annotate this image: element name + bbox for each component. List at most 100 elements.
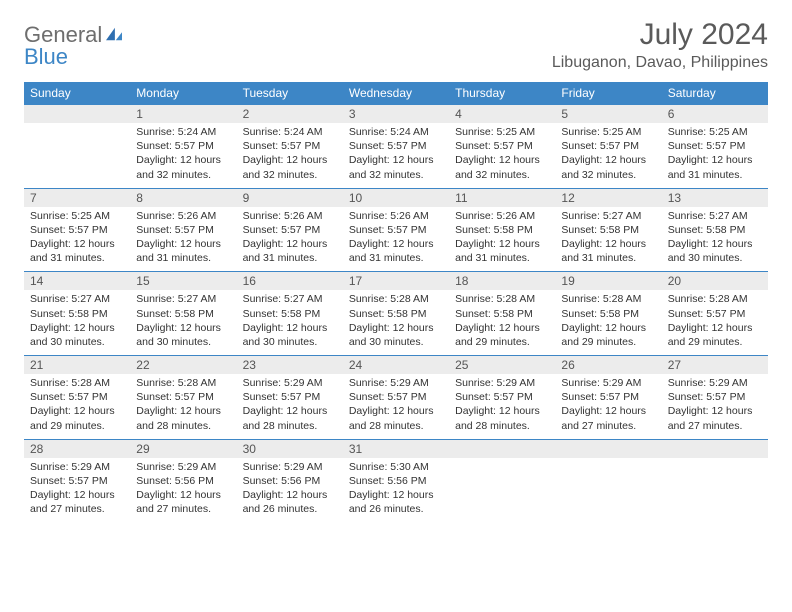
calendar-week-row: 7Sunrise: 5:25 AMSunset: 5:57 PMDaylight… xyxy=(24,188,768,272)
dow-saturday: Saturday xyxy=(662,82,768,105)
day-data: Sunrise: 5:26 AMSunset: 5:57 PMDaylight:… xyxy=(343,207,449,272)
sunset-line: Sunset: 5:58 PM xyxy=(30,307,124,321)
day-data: Sunrise: 5:29 AMSunset: 5:57 PMDaylight:… xyxy=(24,458,130,523)
sunset-line: Sunset: 5:58 PM xyxy=(243,307,337,321)
daylight-line: Daylight: 12 hours and 27 minutes. xyxy=(136,488,230,516)
sunset-line: Sunset: 5:57 PM xyxy=(349,390,443,404)
calendar-day-cell: 20Sunrise: 5:28 AMSunset: 5:57 PMDayligh… xyxy=(662,272,768,356)
day-data: Sunrise: 5:25 AMSunset: 5:57 PMDaylight:… xyxy=(449,123,555,188)
daylight-line: Daylight: 12 hours and 29 minutes. xyxy=(561,321,655,349)
sunrise-line: Sunrise: 5:29 AM xyxy=(349,376,443,390)
day-number: 5 xyxy=(555,105,661,123)
calendar-week-row: 28Sunrise: 5:29 AMSunset: 5:57 PMDayligh… xyxy=(24,439,768,522)
sunrise-line: Sunrise: 5:25 AM xyxy=(30,209,124,223)
daylight-line: Daylight: 12 hours and 29 minutes. xyxy=(455,321,549,349)
brand-logo: GeneralBlue xyxy=(24,24,124,68)
sunrise-line: Sunrise: 5:24 AM xyxy=(136,125,230,139)
sunset-line: Sunset: 5:57 PM xyxy=(30,390,124,404)
day-data: Sunrise: 5:29 AMSunset: 5:56 PMDaylight:… xyxy=(237,458,343,523)
daylight-line: Daylight: 12 hours and 28 minutes. xyxy=(136,404,230,432)
day-data: Sunrise: 5:25 AMSunset: 5:57 PMDaylight:… xyxy=(555,123,661,188)
day-number: 18 xyxy=(449,272,555,290)
calendar-day-cell: 25Sunrise: 5:29 AMSunset: 5:57 PMDayligh… xyxy=(449,356,555,440)
day-data: Sunrise: 5:29 AMSunset: 5:57 PMDaylight:… xyxy=(662,374,768,439)
daylight-line: Daylight: 12 hours and 31 minutes. xyxy=(349,237,443,265)
sunset-line: Sunset: 5:57 PM xyxy=(136,390,230,404)
day-data: Sunrise: 5:28 AMSunset: 5:57 PMDaylight:… xyxy=(662,290,768,355)
day-number: 7 xyxy=(24,189,130,207)
day-data: Sunrise: 5:25 AMSunset: 5:57 PMDaylight:… xyxy=(24,207,130,272)
day-number: 29 xyxy=(130,440,236,458)
calendar-day-cell: 15Sunrise: 5:27 AMSunset: 5:58 PMDayligh… xyxy=(130,272,236,356)
daylight-line: Daylight: 12 hours and 31 minutes. xyxy=(668,153,762,181)
day-data: Sunrise: 5:27 AMSunset: 5:58 PMDaylight:… xyxy=(24,290,130,355)
sunrise-line: Sunrise: 5:26 AM xyxy=(243,209,337,223)
dow-thursday: Thursday xyxy=(449,82,555,105)
sunset-line: Sunset: 5:58 PM xyxy=(136,307,230,321)
daylight-line: Daylight: 12 hours and 31 minutes. xyxy=(136,237,230,265)
day-number: 10 xyxy=(343,189,449,207)
calendar-day-cell: 23Sunrise: 5:29 AMSunset: 5:57 PMDayligh… xyxy=(237,356,343,440)
daylight-line: Daylight: 12 hours and 31 minutes. xyxy=(30,237,124,265)
day-number xyxy=(662,440,768,458)
daylight-line: Daylight: 12 hours and 30 minutes. xyxy=(349,321,443,349)
day-data: Sunrise: 5:24 AMSunset: 5:57 PMDaylight:… xyxy=(343,123,449,188)
day-data: Sunrise: 5:28 AMSunset: 5:58 PMDaylight:… xyxy=(343,290,449,355)
calendar-day-cell: 21Sunrise: 5:28 AMSunset: 5:57 PMDayligh… xyxy=(24,356,130,440)
dow-wednesday: Wednesday xyxy=(343,82,449,105)
calendar-day-cell: 10Sunrise: 5:26 AMSunset: 5:57 PMDayligh… xyxy=(343,188,449,272)
title-block: July 2024 Libuganon, Davao, Philippines xyxy=(552,18,768,72)
sunrise-line: Sunrise: 5:27 AM xyxy=(668,209,762,223)
sunrise-line: Sunrise: 5:26 AM xyxy=(455,209,549,223)
dow-monday: Monday xyxy=(130,82,236,105)
daylight-line: Daylight: 12 hours and 27 minutes. xyxy=(668,404,762,432)
sunset-line: Sunset: 5:57 PM xyxy=(243,223,337,237)
sunrise-line: Sunrise: 5:29 AM xyxy=(243,460,337,474)
sunrise-line: Sunrise: 5:30 AM xyxy=(349,460,443,474)
page-header: GeneralBlue July 2024 Libuganon, Davao, … xyxy=(24,18,768,72)
day-number xyxy=(555,440,661,458)
sunrise-line: Sunrise: 5:25 AM xyxy=(668,125,762,139)
sunset-line: Sunset: 5:58 PM xyxy=(349,307,443,321)
day-number: 12 xyxy=(555,189,661,207)
sunset-line: Sunset: 5:58 PM xyxy=(561,307,655,321)
sunrise-line: Sunrise: 5:25 AM xyxy=(455,125,549,139)
sunset-line: Sunset: 5:57 PM xyxy=(30,474,124,488)
sunrise-line: Sunrise: 5:27 AM xyxy=(30,292,124,306)
calendar-day-cell: 14Sunrise: 5:27 AMSunset: 5:58 PMDayligh… xyxy=(24,272,130,356)
calendar-day-cell: 30Sunrise: 5:29 AMSunset: 5:56 PMDayligh… xyxy=(237,439,343,522)
day-number: 14 xyxy=(24,272,130,290)
day-data xyxy=(662,458,768,514)
day-number xyxy=(24,105,130,123)
sunrise-line: Sunrise: 5:26 AM xyxy=(349,209,443,223)
calendar-table: Sunday Monday Tuesday Wednesday Thursday… xyxy=(24,82,768,522)
calendar-week-row: 1Sunrise: 5:24 AMSunset: 5:57 PMDaylight… xyxy=(24,105,768,189)
location-subtitle: Libuganon, Davao, Philippines xyxy=(552,54,768,72)
calendar-day-cell: 12Sunrise: 5:27 AMSunset: 5:58 PMDayligh… xyxy=(555,188,661,272)
calendar-day-cell: 1Sunrise: 5:24 AMSunset: 5:57 PMDaylight… xyxy=(130,105,236,189)
day-number: 31 xyxy=(343,440,449,458)
day-number: 16 xyxy=(237,272,343,290)
sunrise-line: Sunrise: 5:29 AM xyxy=(668,376,762,390)
sunrise-line: Sunrise: 5:28 AM xyxy=(136,376,230,390)
calendar-day-cell: 19Sunrise: 5:28 AMSunset: 5:58 PMDayligh… xyxy=(555,272,661,356)
dow-tuesday: Tuesday xyxy=(237,82,343,105)
day-data: Sunrise: 5:25 AMSunset: 5:57 PMDaylight:… xyxy=(662,123,768,188)
sunset-line: Sunset: 5:57 PM xyxy=(349,223,443,237)
weekday-header-row: Sunday Monday Tuesday Wednesday Thursday… xyxy=(24,82,768,105)
calendar-day-cell: 16Sunrise: 5:27 AMSunset: 5:58 PMDayligh… xyxy=(237,272,343,356)
day-data: Sunrise: 5:29 AMSunset: 5:57 PMDaylight:… xyxy=(343,374,449,439)
daylight-line: Daylight: 12 hours and 32 minutes. xyxy=(349,153,443,181)
calendar-day-cell: 29Sunrise: 5:29 AMSunset: 5:56 PMDayligh… xyxy=(130,439,236,522)
day-number: 25 xyxy=(449,356,555,374)
day-number: 28 xyxy=(24,440,130,458)
calendar-week-row: 21Sunrise: 5:28 AMSunset: 5:57 PMDayligh… xyxy=(24,356,768,440)
calendar-day-cell: 4Sunrise: 5:25 AMSunset: 5:57 PMDaylight… xyxy=(449,105,555,189)
day-data: Sunrise: 5:28 AMSunset: 5:57 PMDaylight:… xyxy=(130,374,236,439)
daylight-line: Daylight: 12 hours and 32 minutes. xyxy=(455,153,549,181)
day-data: Sunrise: 5:29 AMSunset: 5:57 PMDaylight:… xyxy=(555,374,661,439)
day-number: 20 xyxy=(662,272,768,290)
day-data: Sunrise: 5:29 AMSunset: 5:57 PMDaylight:… xyxy=(237,374,343,439)
day-data: Sunrise: 5:26 AMSunset: 5:57 PMDaylight:… xyxy=(130,207,236,272)
sunset-line: Sunset: 5:57 PM xyxy=(668,307,762,321)
